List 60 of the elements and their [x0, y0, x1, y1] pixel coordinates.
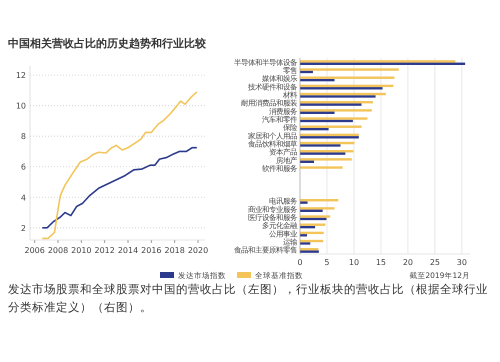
- bar: [300, 134, 359, 136]
- y-tick-label: 8: [20, 132, 26, 142]
- x-tick-label: 30: [456, 258, 467, 267]
- bar: [300, 126, 362, 128]
- bar: [300, 76, 394, 79]
- bar: [300, 101, 373, 104]
- bar: [300, 166, 343, 169]
- line-series: [41, 146, 198, 229]
- y-tick-label: 4: [20, 193, 26, 202]
- bar: [300, 250, 319, 253]
- x-tick-label: 10: [348, 258, 360, 267]
- x-tick-label: 25: [430, 258, 440, 267]
- bar: [300, 128, 329, 130]
- bar: [300, 201, 308, 204]
- x-tick-label: 2018: [164, 246, 185, 255]
- bar: [300, 109, 372, 112]
- bar: [300, 87, 383, 90]
- bar: [300, 92, 386, 96]
- bar: [300, 210, 323, 212]
- bar: [300, 117, 368, 120]
- bar: [300, 207, 335, 210]
- bar: [300, 62, 466, 65]
- bar: [300, 142, 355, 144]
- x-tick-label: 2010: [71, 246, 92, 255]
- bar: [300, 248, 318, 250]
- x-tick-label: 2008: [48, 246, 68, 255]
- chart-title: 中国相关营收占比的历史趋势和行业比较: [8, 36, 206, 51]
- bar: [300, 103, 362, 106]
- y-tick-label: 2: [20, 224, 26, 233]
- x-tick-label: 20: [402, 258, 414, 267]
- x-tick-label: 15: [376, 258, 386, 267]
- y-tick-label: 12: [16, 71, 26, 80]
- bar: [300, 199, 338, 202]
- x-tick-label: 2012: [94, 246, 115, 255]
- y-tick-label: 10: [16, 102, 26, 111]
- bar: [300, 224, 326, 226]
- y-tick-label: 6: [20, 162, 26, 172]
- bar: [300, 78, 335, 82]
- bar: [300, 232, 324, 234]
- x-tick-label: 2020: [188, 246, 208, 255]
- bar: [300, 60, 456, 63]
- bar: [300, 112, 335, 114]
- bar: [300, 152, 346, 155]
- text: 发达市场股票和全球股票对中国的营收占比（左图），行业板块的营收占比（根据全球行业分类标准定义）（右图）。: [8, 281, 488, 316]
- x-tick-label: 2014: [118, 246, 138, 255]
- x-tick-label: 2006: [24, 246, 45, 255]
- bar: [300, 68, 399, 71]
- bar: [300, 160, 314, 163]
- bar: [300, 226, 316, 228]
- bar: [300, 240, 324, 242]
- bar: [300, 150, 354, 152]
- bar: [300, 234, 308, 236]
- x-tick-label: 2016: [141, 246, 162, 255]
- bar: [300, 84, 394, 88]
- x-tick-label: 0: [297, 258, 303, 267]
- bar: [300, 158, 352, 161]
- x-tick-label: 5: [324, 258, 330, 267]
- bar: [300, 136, 359, 138]
- bar: [300, 215, 330, 218]
- line-series: [41, 91, 198, 240]
